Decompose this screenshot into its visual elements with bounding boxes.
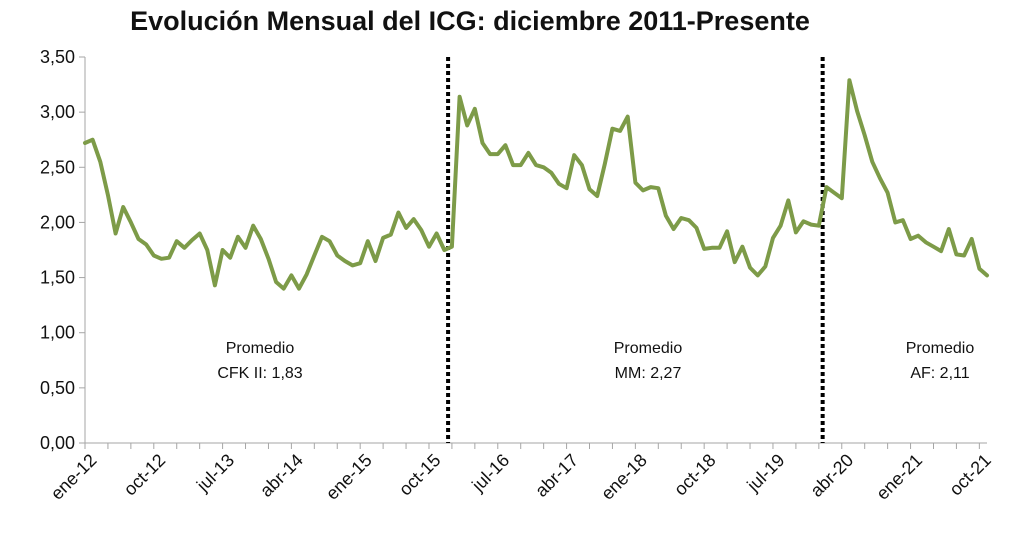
annotation-label: Promedio [226,340,295,357]
annotation-label: Promedio [614,340,683,357]
x-tick-label: ene-12 [47,450,101,504]
x-tick-labels: ene-12 oct-12 jul-13 abr-14 ene-15 oct-15 jul-… [47,443,995,504]
x-tick-label: ene-15 [322,450,376,504]
y-tick-label: 2,00 [40,212,75,232]
x-tick-label: ene-18 [597,450,651,504]
series-layer [83,78,989,291]
series-line-icg [83,78,989,291]
x-tick-label: jul-19 [743,450,789,496]
annotation-value: MM: 2,27 [615,365,682,382]
annotation-value: AF: 2,11 [910,365,969,382]
x-tick-label: jul-16 [467,450,513,496]
axes [84,57,987,444]
y-tick-label: 2,50 [40,157,75,177]
chart-title: Evolución Mensual del ICG: diciembre 201… [130,6,810,36]
x-tick-label: oct-18 [670,450,720,500]
x-tick-label: ene-21 [872,450,926,504]
y-tick-label: 0,00 [40,433,75,453]
y-tick-label: 3,00 [40,102,75,122]
annotation-value: CFK II: 1,83 [217,365,302,382]
y-tick-label: 0,50 [40,378,75,398]
y-tick-label: 3,50 [40,47,75,67]
x-tick-label: jul-13 [192,450,238,496]
y-tick-label: 1,50 [40,268,75,288]
x-tick-label: abr-20 [806,450,857,501]
x-tick-label: abr-17 [531,450,582,501]
y-tick-labels: 0,00 0,50 1,00 1,50 2,00 2,50 3,00 3,50 [40,47,85,453]
x-tick-label: oct-12 [120,450,170,500]
x-tick-label: abr-14 [256,450,307,501]
annotation-label: Promedio [906,340,975,357]
x-tick-label: oct-15 [395,450,445,500]
x-tick-label: oct-21 [945,450,995,500]
annotations: Promedio CFK II: 1,83 Promedio MM: 2,27 Prom… [217,340,974,382]
period-dividers [446,57,825,443]
y-tick-label: 1,00 [40,323,75,343]
